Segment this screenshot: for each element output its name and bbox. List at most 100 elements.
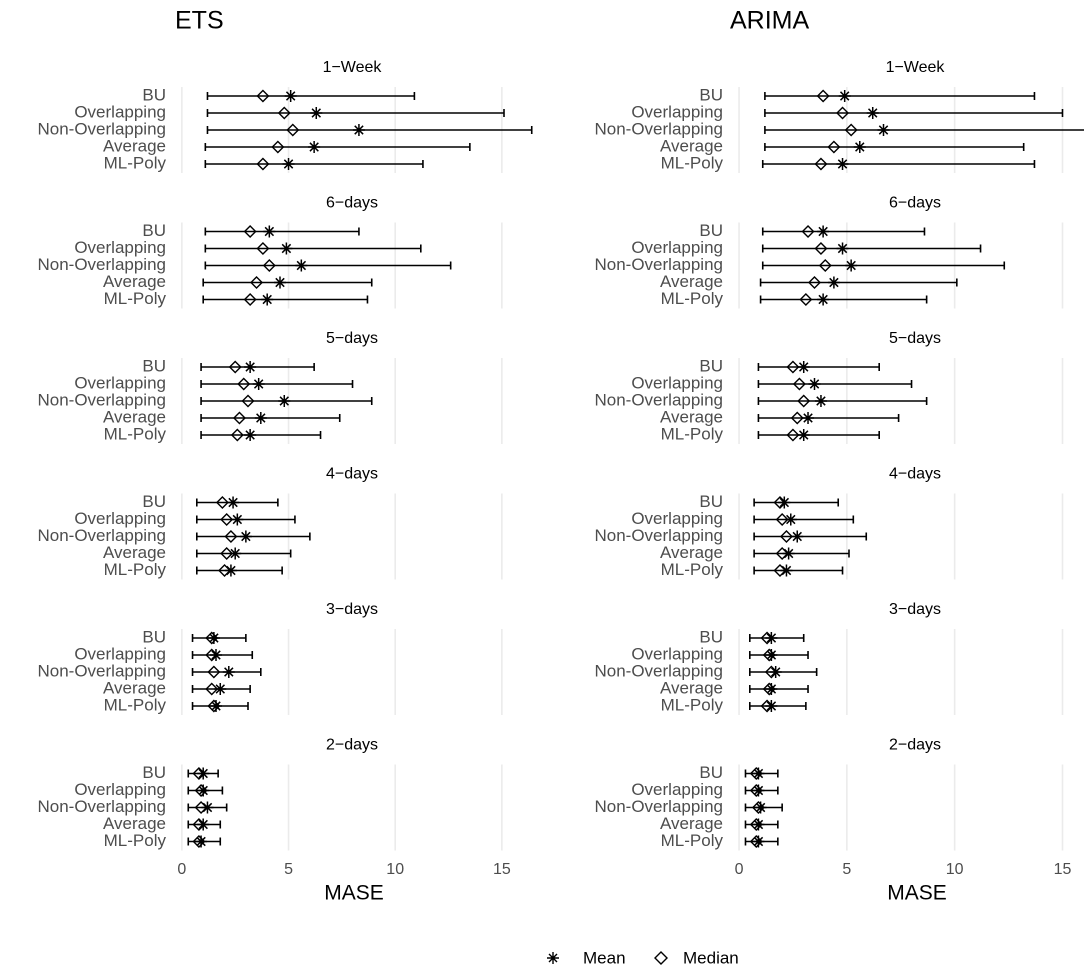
mean-marker xyxy=(308,141,321,153)
category-label: ML-Poly xyxy=(661,289,724,308)
mean-marker xyxy=(263,225,276,238)
median-marker xyxy=(228,360,242,374)
error-bar xyxy=(191,651,254,659)
category-label: ML-Poly xyxy=(104,695,167,714)
category-label: Non-Overlapping xyxy=(37,390,166,409)
mean-marker xyxy=(877,124,890,136)
facet-title: 1−Week xyxy=(323,59,383,76)
facet-title: 3−days xyxy=(889,601,941,618)
mean-marker xyxy=(797,361,810,373)
median-marker xyxy=(790,411,804,425)
mean-marker xyxy=(838,90,851,102)
median-marker xyxy=(230,428,244,442)
median-marker xyxy=(836,106,850,120)
mean-marker xyxy=(752,767,765,780)
category-label: Non-Overlapping xyxy=(594,526,723,545)
error-bar xyxy=(206,109,505,117)
median-marker xyxy=(271,140,285,154)
category-label: Average xyxy=(660,814,723,833)
x-tick-label: 5 xyxy=(284,861,293,878)
x-tick-label: 15 xyxy=(493,861,511,878)
mean-marker xyxy=(310,107,323,119)
category-label: Overlapping xyxy=(74,102,166,121)
mean-marker xyxy=(765,700,778,712)
error-bar xyxy=(204,227,360,236)
category-label: Average xyxy=(103,407,166,426)
mean-marker xyxy=(284,90,297,102)
category-label: BU xyxy=(142,221,166,240)
facet-title: 3−days xyxy=(326,601,378,618)
category-label: Overlapping xyxy=(631,780,723,799)
error-bar xyxy=(753,566,844,575)
legend-mean-symbol xyxy=(547,952,559,964)
x-axis-label: MASE xyxy=(887,882,947,905)
mean-marker xyxy=(752,835,765,848)
mean-marker xyxy=(765,683,778,695)
mean-marker xyxy=(282,158,295,170)
error-bar xyxy=(757,414,900,422)
mean-marker xyxy=(254,412,267,424)
x-tick-label: 5 xyxy=(842,861,851,878)
category-label: Average xyxy=(660,136,723,155)
mean-marker xyxy=(827,276,840,289)
mean-marker xyxy=(224,564,237,577)
category-label: BU xyxy=(699,763,723,782)
mean-marker xyxy=(197,784,210,797)
mean-marker xyxy=(261,293,274,306)
error-bar xyxy=(202,278,373,287)
facet-title: 1−Week xyxy=(886,59,946,76)
error-bar xyxy=(753,498,840,507)
category-label: ML-Poly xyxy=(661,560,724,579)
median-marker xyxy=(814,157,828,171)
median-marker xyxy=(207,665,221,679)
category-label: ML-Poly xyxy=(104,831,167,850)
median-marker xyxy=(286,123,300,137)
error-bar xyxy=(764,143,1025,151)
median-marker xyxy=(220,547,234,560)
category-label: ML-Poly xyxy=(104,560,167,579)
mean-marker xyxy=(797,429,810,441)
mean-marker xyxy=(836,242,849,255)
facet-title: 5−days xyxy=(326,330,378,347)
error-bar xyxy=(761,227,926,236)
mean-marker xyxy=(244,429,257,441)
mean-marker xyxy=(817,225,830,238)
error-bar xyxy=(206,126,533,134)
error-bar xyxy=(753,532,868,541)
category-label: Average xyxy=(103,272,166,291)
median-marker xyxy=(792,377,806,391)
mean-marker xyxy=(244,361,257,373)
median-marker xyxy=(220,513,234,526)
error-bar xyxy=(753,515,855,524)
mean-marker xyxy=(754,801,767,814)
error-bar xyxy=(749,685,809,693)
facet-title: 4−days xyxy=(889,466,941,483)
category-label: Overlapping xyxy=(631,373,723,392)
legend-label: Median xyxy=(683,948,739,967)
median-marker xyxy=(256,157,270,171)
mean-marker xyxy=(227,496,240,509)
legend-median-symbol xyxy=(654,951,668,965)
median-marker xyxy=(241,394,255,408)
category-label: BU xyxy=(142,356,166,375)
median-marker xyxy=(262,259,276,272)
median-marker xyxy=(205,682,219,696)
error-bar xyxy=(753,549,850,558)
mean-marker xyxy=(222,666,235,678)
median-marker xyxy=(801,225,815,238)
column-title: ARIMA xyxy=(730,7,810,35)
category-label: Overlapping xyxy=(631,509,723,528)
category-label: BU xyxy=(699,356,723,375)
category-label: Non-Overlapping xyxy=(37,255,166,274)
category-label: ML-Poly xyxy=(661,831,724,850)
category-label: Average xyxy=(660,407,723,426)
error-bar xyxy=(757,397,928,405)
mean-marker xyxy=(765,632,778,644)
median-marker xyxy=(827,140,841,154)
mean-marker xyxy=(201,801,214,814)
error-bar xyxy=(749,668,818,676)
error-bar xyxy=(196,566,283,575)
mean-marker xyxy=(352,124,365,136)
facet-title: 2−days xyxy=(326,737,378,754)
